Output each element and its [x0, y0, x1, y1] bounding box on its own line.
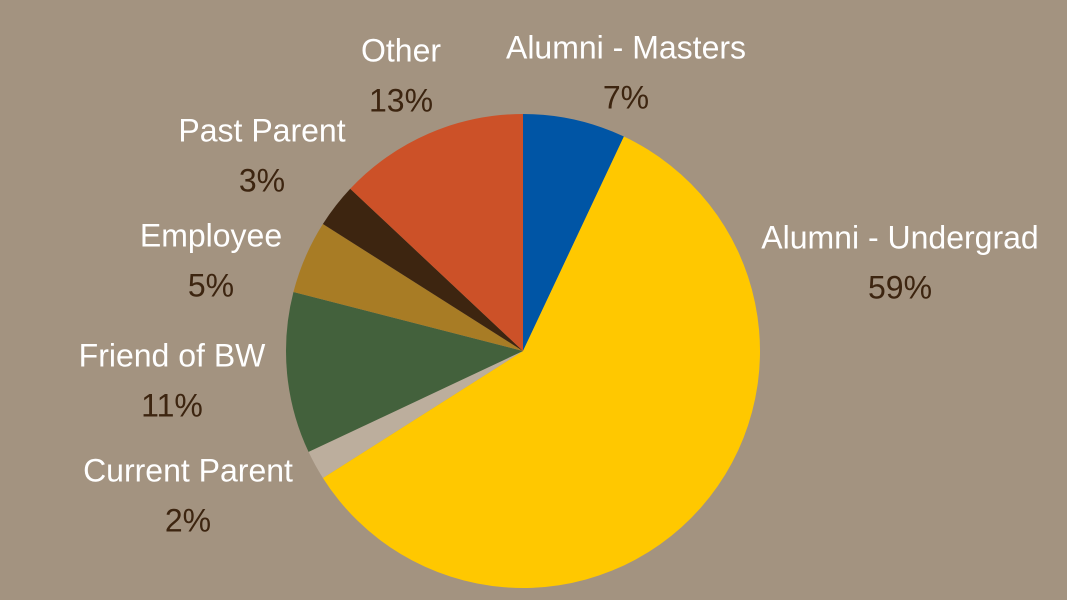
pie-slice	[308, 351, 523, 478]
value-label: 13%	[369, 82, 433, 118]
slice-label: Past Parent	[178, 112, 345, 148]
value-label: 59%	[868, 269, 932, 305]
slice-label: Current Parent	[83, 452, 293, 488]
slice-label: Employee	[140, 217, 282, 253]
slice-label: Other	[361, 32, 441, 68]
value-label: 5%	[188, 267, 234, 303]
value-label: 3%	[239, 162, 285, 198]
pie-slice	[286, 292, 523, 452]
value-label: 2%	[165, 502, 211, 538]
slice-label: Friend of BW	[79, 337, 267, 373]
slice-label: Alumni - Masters	[506, 29, 746, 65]
value-label: 11%	[141, 387, 203, 423]
slice-label: Alumni - Undergrad	[761, 219, 1038, 255]
pie-slice	[293, 224, 523, 351]
pie-slice	[322, 136, 761, 589]
value-label: 7%	[603, 79, 649, 115]
pie-slice	[523, 114, 624, 351]
pie-slice	[350, 114, 523, 351]
pie-slice	[322, 188, 523, 351]
